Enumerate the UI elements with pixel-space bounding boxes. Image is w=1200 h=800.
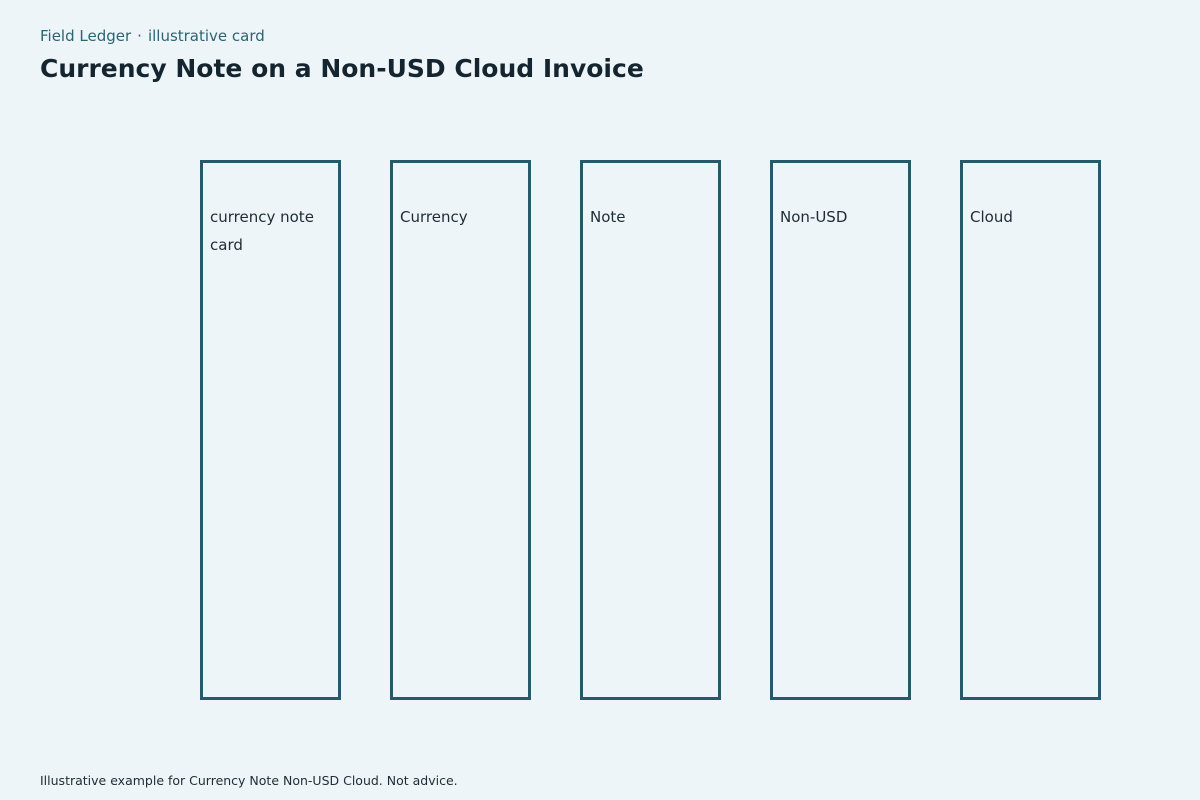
column-box-5: Cloud: [960, 160, 1101, 700]
page-title: Currency Note on a Non-USD Cloud Invoice: [40, 54, 644, 83]
column-label-3: Note: [590, 208, 626, 226]
column-label-1: currency note card: [210, 208, 314, 254]
column-box-2: Currency: [390, 160, 531, 700]
column-label-4: Non-USD: [780, 208, 848, 226]
source-label: Field Ledger: [40, 27, 132, 45]
column-diagram: currency note card Currency Note Non-USD…: [200, 160, 1101, 700]
footnote: Illustrative example for Currency Note N…: [40, 773, 458, 788]
eyebrow: Field Ledger · illustrative card: [40, 27, 265, 45]
column-box-3: Note: [580, 160, 721, 700]
column-label-5: Cloud: [970, 208, 1013, 226]
column-label-2: Currency: [400, 208, 468, 226]
tag-label: illustrative card: [147, 27, 265, 45]
eyebrow-separator: ·: [137, 27, 142, 45]
column-box-4: Non-USD: [770, 160, 911, 700]
column-box-1: currency note card: [200, 160, 341, 700]
